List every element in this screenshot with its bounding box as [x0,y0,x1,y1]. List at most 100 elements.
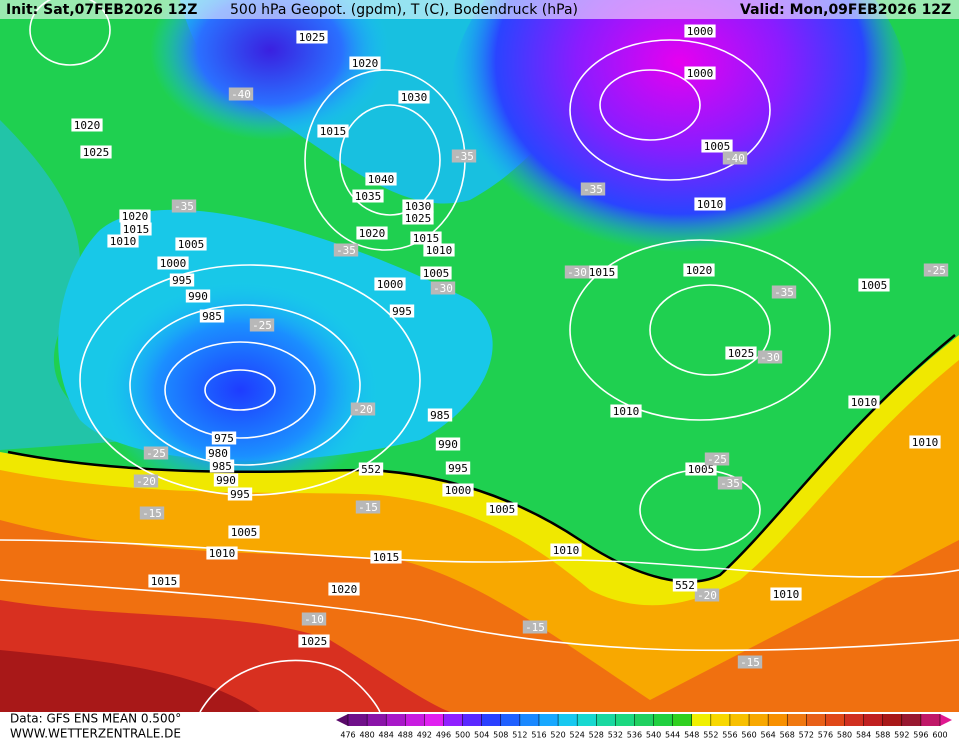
pressure-label: 1005 [861,279,888,292]
temperature-label-box [771,285,797,299]
temperature-label: -35 [720,477,740,490]
cold-core [450,0,910,290]
temperature-label: -15 [358,501,378,514]
cold-core [150,0,390,140]
scale-cell [729,714,750,726]
temperature-label-box [580,182,606,196]
data-source: Data: GFS ENS MEAN 0.500° [10,712,181,726]
pressure-label: 1005 [178,238,205,251]
scale-cell [538,714,559,726]
pressure-label: 990 [188,290,208,303]
geopotential-label: 552 [675,579,695,592]
pressure-label-box [610,404,642,418]
pressure-label-box [909,435,941,449]
temperature-label-box [355,500,381,514]
pressure-label-box [725,346,757,360]
pressure-label: 1010 [110,235,137,248]
scale-label: 528 [589,731,604,740]
scale-cell [481,714,502,726]
pressure-label: 1035 [355,190,382,203]
geopotential-label-box [672,578,698,592]
temperature-label: -20 [136,475,156,488]
pressure-label-box [683,263,715,277]
temperature-label: -30 [433,282,453,295]
temperature-label: -15 [525,621,545,634]
pressure-label-box [317,124,349,138]
scale-label: 572 [799,731,814,740]
pressure-label: 1025 [405,212,432,225]
scale-label: 560 [741,731,756,740]
pressure-label-box [694,197,726,211]
pressure-label: 1010 [613,405,640,418]
scale-label: 476 [340,731,355,740]
scale-label: 544 [665,731,680,740]
scale-label: 504 [474,731,489,740]
temperature-label: -25 [146,447,166,460]
scale-label: 540 [646,731,661,740]
pressure-label: 1020 [74,119,101,132]
warm-zone [0,650,260,712]
scale-label: 552 [703,731,718,740]
pressure-label: 1015 [589,266,616,279]
valid-label: Valid: Mon,09FEB2026 12Z [740,2,951,18]
pressure-label: 1000 [445,484,472,497]
scale-cell [558,714,578,726]
pressure-label: 985 [202,310,222,323]
pressure-label-box [148,574,180,588]
pressure-label: 1005 [688,463,715,476]
pressure-label-box [858,278,890,292]
pressure-label: 1015 [413,232,440,245]
scale-label: 548 [684,731,699,740]
pressure-label-box [398,90,430,104]
pressure-label: 995 [230,488,250,501]
pressure-label: 1005 [489,503,516,516]
scale-label: 484 [379,731,394,740]
temperature-label: -40 [725,152,745,165]
scale-cell [519,714,540,726]
geopotential-label: 552 [361,463,381,476]
isohypse-552 [7,334,956,583]
scale-cell [367,714,387,726]
pressure-label: 1005 [423,267,450,280]
pressure-label: 1000 [687,67,714,80]
pressure-label: 1010 [912,436,939,449]
pressure-label: 1015 [151,575,178,588]
pressure-label-box [770,587,802,601]
pressure-label-box [420,266,452,280]
pressure-label: 1000 [160,257,187,270]
scale-cell [424,714,444,726]
pressure-label-box [119,209,151,223]
temperature-label: -35 [336,244,356,257]
temperature-label: -35 [454,150,474,163]
temperature-label-box [430,281,456,295]
pressure-label: 1005 [704,140,731,153]
scale-cell [577,714,597,726]
temperature-label-box [564,265,590,279]
pressure-label-box [423,243,455,257]
pressure-label: 1030 [405,200,432,213]
map-area [0,0,959,713]
isobars [0,0,959,713]
pressure-label: 995 [448,462,468,475]
pressure-label-box [185,289,211,303]
pressure-label: 1025 [728,347,755,360]
temperature-label-box [704,452,730,466]
pressure-label: 1020 [331,583,358,596]
scale-label: 584 [856,731,871,740]
scale-cell [844,714,865,726]
temperature-label: -10 [304,613,324,626]
scale-cell [596,714,616,726]
temperature-label: -20 [697,589,717,602]
pressure-label-box [701,139,733,153]
pressure-label: 1010 [773,588,800,601]
pressure-label-box [296,30,328,44]
pressure-label-box [107,234,139,248]
pressure-label: 1000 [687,25,714,38]
scale-cell [825,714,846,726]
pressure-label-box [402,199,434,213]
pressure-label-box [328,582,360,596]
pressure-label: 1015 [373,551,400,564]
pressure-label-box [175,237,207,251]
